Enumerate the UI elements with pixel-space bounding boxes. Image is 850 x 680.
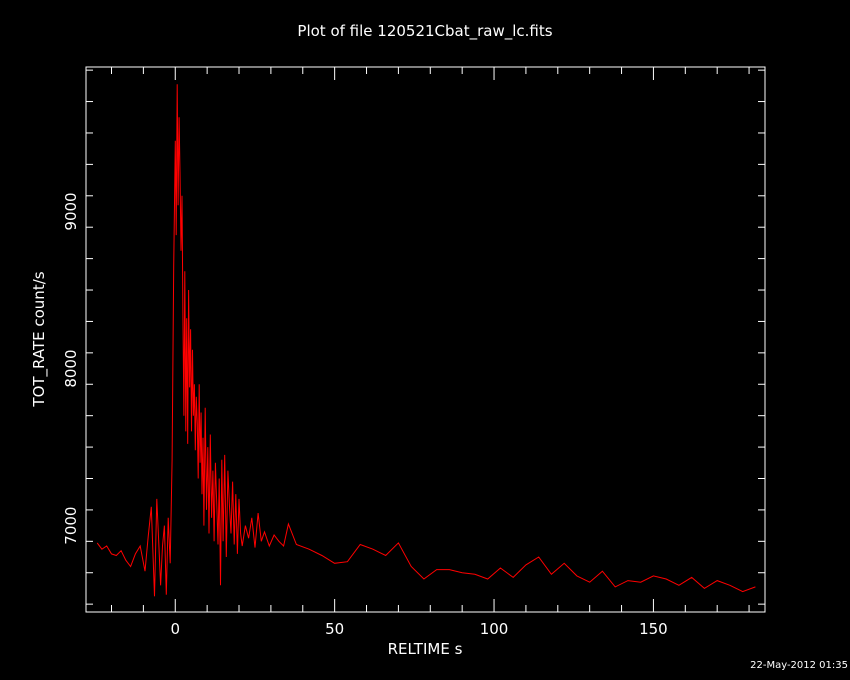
timestamp: 22-May-2012 01:35 (750, 660, 848, 671)
y-tick-label: 7000 (62, 507, 80, 545)
y-tick-label: 9000 (62, 192, 80, 230)
rate-series-line (96, 84, 756, 597)
chart-title: Plot of file 120521Cbat_raw_lc.fits (297, 22, 553, 40)
y-tick-label: 8000 (62, 349, 80, 387)
x-axis-label: RELTIME s (387, 640, 463, 658)
x-tick-label: 150 (639, 620, 668, 638)
y-axis-label: TOT_RATE count/s (30, 271, 48, 407)
x-tick-label: 100 (480, 620, 509, 638)
plot-frame (85, 66, 766, 613)
x-tick-label: 50 (325, 620, 344, 638)
x-tick-label: 0 (170, 620, 180, 638)
